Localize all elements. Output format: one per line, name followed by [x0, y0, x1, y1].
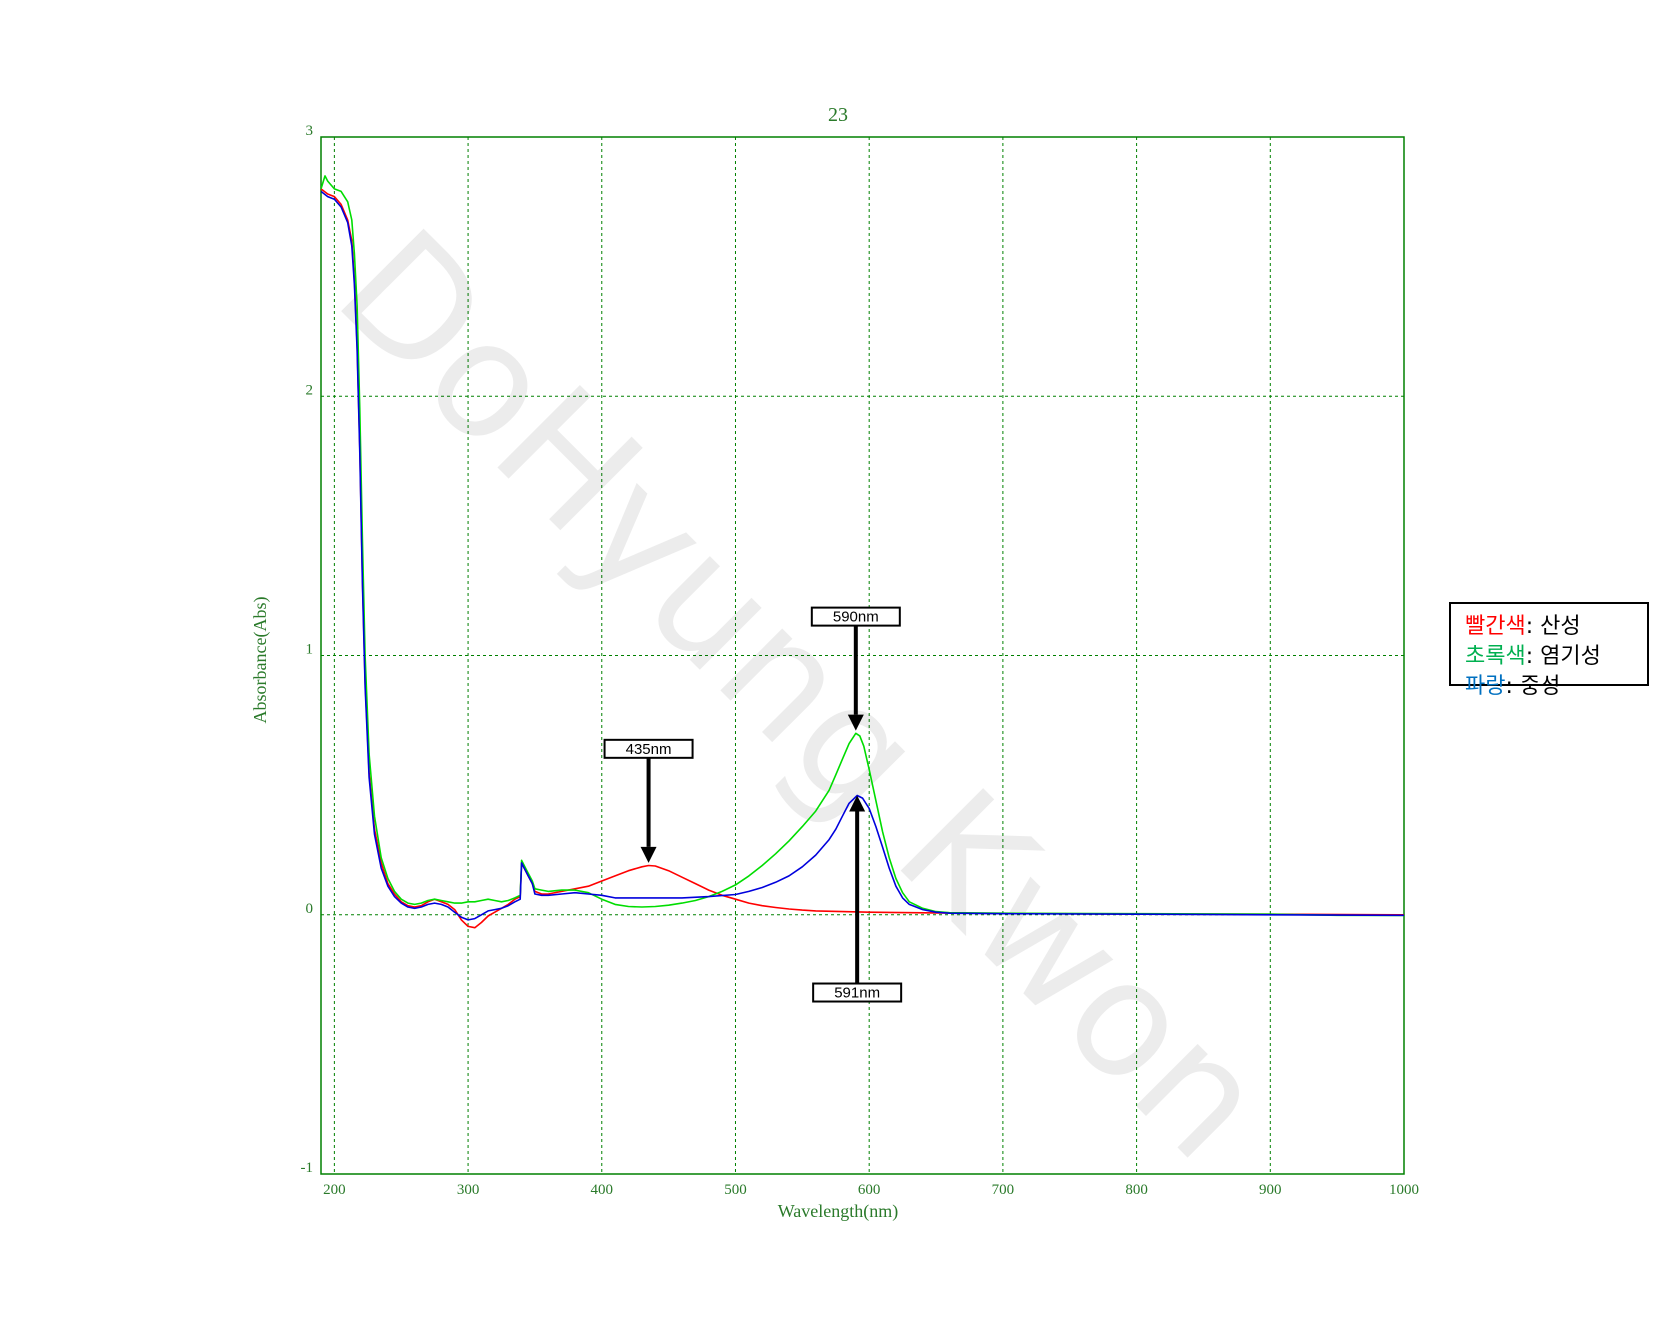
chart-title: 23: [828, 104, 848, 126]
annotation-label: 435nm: [626, 741, 672, 758]
legend-item-acid: 빨간색: 산성: [1465, 612, 1647, 642]
y-tick-label: 1: [306, 642, 314, 658]
legend-item-neutral: 파랑: 중성: [1465, 672, 1647, 702]
annotation-arrow-head: [847, 714, 864, 731]
peak-annotation: 435nm: [603, 738, 694, 863]
x-tick-label: 600: [858, 1182, 881, 1198]
plot-frame: [320, 136, 1405, 1175]
annotation-box: [812, 982, 903, 1003]
watermark-text: DoHyung Kwon: [303, 195, 1302, 1194]
annotation-arrow-head: [849, 795, 866, 812]
series-line-neutral: [321, 190, 1404, 921]
y-tick-label: 0: [306, 901, 314, 917]
legend-label-blue: 파랑: [1465, 674, 1506, 699]
x-tick-label: 800: [1125, 1182, 1148, 1198]
peak-annotation: 590nm: [810, 606, 901, 731]
peak-annotation: 591nm: [812, 795, 903, 1003]
legend-label-green: 초록색: [1465, 644, 1526, 669]
x-tick-label: 300: [457, 1182, 480, 1198]
y-axis-label: Absorbance(Abs): [250, 597, 271, 724]
y-tick-label: -1: [301, 1160, 314, 1176]
legend-label-red: 빨간색: [1465, 614, 1526, 639]
legend-item-base: 초록색: 염기성: [1465, 642, 1647, 672]
annotation-label: 590nm: [833, 609, 879, 626]
watermark-layer: DoHyung Kwon: [303, 195, 1302, 1194]
annotation-box: [603, 738, 694, 759]
series-layer: [321, 175, 1404, 929]
x-tick-label: 400: [591, 1182, 614, 1198]
series-line-base: [321, 175, 1404, 917]
x-tick-label: 500: [724, 1182, 747, 1198]
x-tick-label: 200: [323, 1182, 346, 1198]
legend-desc-acid: : 산성: [1525, 614, 1581, 639]
y-tick-label: 3: [306, 123, 314, 139]
annotation-box: [810, 606, 901, 627]
x-axis-label: Wavelength(nm): [778, 1201, 899, 1222]
legend-desc-base: : 염기성: [1525, 644, 1601, 669]
x-tick-label: 700: [992, 1182, 1015, 1198]
x-tick-label: 900: [1259, 1182, 1282, 1198]
legend: 빨간색: 산성 초록색: 염기성 파랑: 중성: [1449, 602, 1649, 699]
x-tick-label: 1000: [1389, 1182, 1419, 1198]
annotation-arrow-head: [640, 846, 657, 863]
annotation-label: 591nm: [834, 985, 880, 1002]
legend-desc-neutral: : 중성: [1505, 674, 1561, 699]
tick-labels: 200 300 400 500 600 700 800 900 1000 -1 0 1 2 3: [301, 123, 1420, 1198]
y-tick-label: 2: [306, 382, 314, 398]
annotations: 435nm 590nm 591nm: [603, 606, 903, 1003]
